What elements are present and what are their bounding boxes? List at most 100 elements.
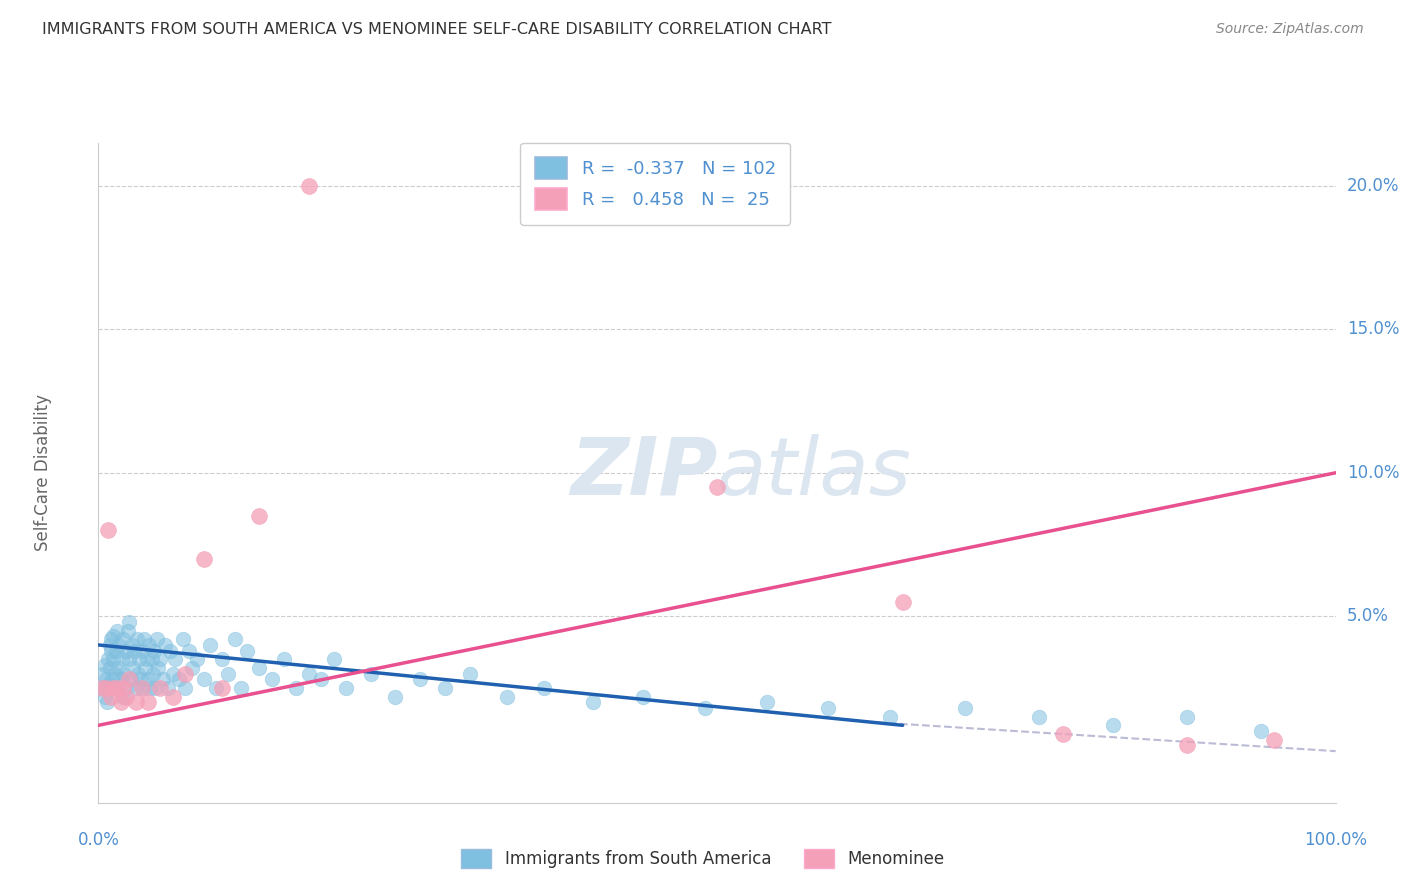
Point — [162, 666, 184, 681]
Point — [132, 681, 155, 695]
Point — [114, 643, 136, 657]
Point — [112, 681, 135, 695]
Point — [224, 632, 246, 647]
Point — [247, 508, 270, 523]
Text: Self-Care Disability: Self-Care Disability — [34, 394, 52, 551]
Text: ZIP: ZIP — [569, 434, 717, 512]
Text: 10.0%: 10.0% — [1347, 464, 1399, 482]
Point — [217, 666, 239, 681]
Point — [152, 673, 174, 687]
Point — [149, 681, 172, 695]
Point — [125, 632, 148, 647]
Point — [124, 695, 146, 709]
Point — [103, 666, 125, 681]
Point — [143, 681, 166, 695]
Point — [110, 673, 132, 687]
Point — [93, 658, 115, 673]
Point — [108, 638, 131, 652]
Point — [211, 652, 233, 666]
Point — [122, 661, 145, 675]
Point — [1263, 732, 1285, 747]
Point — [127, 666, 149, 681]
Point — [335, 681, 357, 695]
Point — [186, 652, 208, 666]
Point — [104, 643, 127, 657]
Point — [141, 652, 163, 666]
Point — [953, 701, 976, 715]
Point — [134, 632, 156, 647]
Point — [146, 661, 169, 675]
Point — [94, 681, 117, 695]
Legend: R =  -0.337   N = 102, R =   0.458   N =  25: R = -0.337 N = 102, R = 0.458 N = 25 — [520, 143, 790, 225]
Point — [129, 673, 152, 687]
Point — [181, 661, 204, 675]
Point — [193, 673, 215, 687]
Point — [121, 638, 143, 652]
Point — [631, 690, 654, 704]
Point — [755, 695, 778, 709]
Point — [105, 624, 128, 638]
Point — [120, 673, 142, 687]
Text: 100.0%: 100.0% — [1305, 831, 1367, 849]
Point — [458, 666, 481, 681]
Point — [409, 673, 432, 687]
Point — [100, 681, 122, 695]
Point — [211, 681, 233, 695]
Point — [118, 615, 141, 629]
Point — [115, 681, 138, 695]
Point — [97, 678, 120, 692]
Point — [162, 690, 184, 704]
Point — [117, 624, 139, 638]
Point — [128, 652, 150, 666]
Point — [273, 652, 295, 666]
Point — [298, 666, 321, 681]
Point — [1028, 709, 1050, 723]
Point — [118, 652, 141, 666]
Point — [110, 695, 132, 709]
Point — [817, 701, 839, 715]
Point — [155, 638, 177, 652]
Point — [193, 552, 215, 566]
Text: atlas: atlas — [717, 434, 912, 512]
Point — [97, 523, 120, 537]
Text: 15.0%: 15.0% — [1347, 320, 1399, 338]
Point — [103, 681, 125, 695]
Point — [533, 681, 555, 695]
Point — [131, 681, 153, 695]
Point — [177, 643, 200, 657]
Point — [285, 681, 308, 695]
Point — [1175, 739, 1198, 753]
Point — [100, 643, 122, 657]
Point — [165, 652, 187, 666]
Point — [236, 643, 259, 657]
Point — [91, 681, 114, 695]
Point — [298, 178, 321, 193]
Point — [229, 681, 252, 695]
Point — [142, 666, 165, 681]
Point — [91, 681, 114, 695]
Text: 20.0%: 20.0% — [1347, 177, 1399, 194]
Point — [145, 632, 167, 647]
Point — [384, 690, 406, 704]
Point — [143, 643, 166, 657]
Point — [135, 652, 157, 666]
Point — [149, 652, 172, 666]
Point — [174, 666, 197, 681]
Point — [433, 681, 456, 695]
Point — [118, 673, 141, 687]
Text: 5.0%: 5.0% — [1347, 607, 1389, 625]
Point — [111, 652, 134, 666]
Point — [139, 681, 162, 695]
Point — [1102, 718, 1125, 732]
Point — [174, 681, 197, 695]
Point — [124, 643, 146, 657]
Point — [172, 632, 194, 647]
Point — [101, 673, 124, 687]
Point — [107, 661, 129, 675]
Point — [105, 681, 128, 695]
Point — [98, 638, 121, 652]
Point — [100, 632, 122, 647]
Point — [167, 673, 190, 687]
Point — [114, 690, 136, 704]
Point — [131, 643, 153, 657]
